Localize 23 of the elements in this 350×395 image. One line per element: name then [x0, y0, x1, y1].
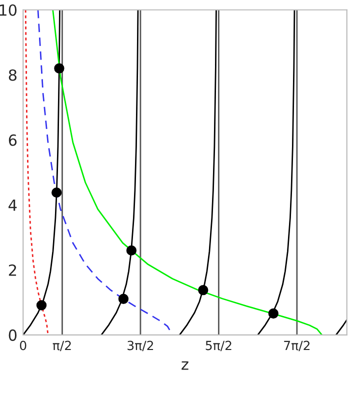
point: [52, 187, 62, 198]
line-series: [178, 10, 217, 335]
y-tick-label: 8: [8, 69, 16, 81]
point: [54, 63, 64, 74]
x-axis-title: z: [182, 361, 188, 370]
point: [126, 245, 137, 256]
point: [36, 300, 47, 310]
line-series: [100, 10, 139, 335]
x-tick-label: π/2: [52, 340, 71, 352]
y-tick-label: 2: [8, 264, 16, 276]
x-tick-label: 3π/2: [128, 340, 154, 352]
y-tick-label: 4: [8, 200, 17, 211]
line-series: [52, 10, 323, 335]
x-tick-label: 0: [20, 340, 26, 350]
y-tick-label: 0: [8, 329, 17, 341]
x-tick-label: 7π/2: [284, 340, 310, 352]
line-series: [257, 10, 296, 335]
x-tick-label: 5π/2: [206, 340, 232, 352]
point: [198, 285, 208, 296]
y-tick-label: 6: [8, 134, 17, 146]
point: [118, 294, 129, 304]
point: [268, 308, 278, 319]
y-tick-label: 10: [0, 4, 17, 16]
